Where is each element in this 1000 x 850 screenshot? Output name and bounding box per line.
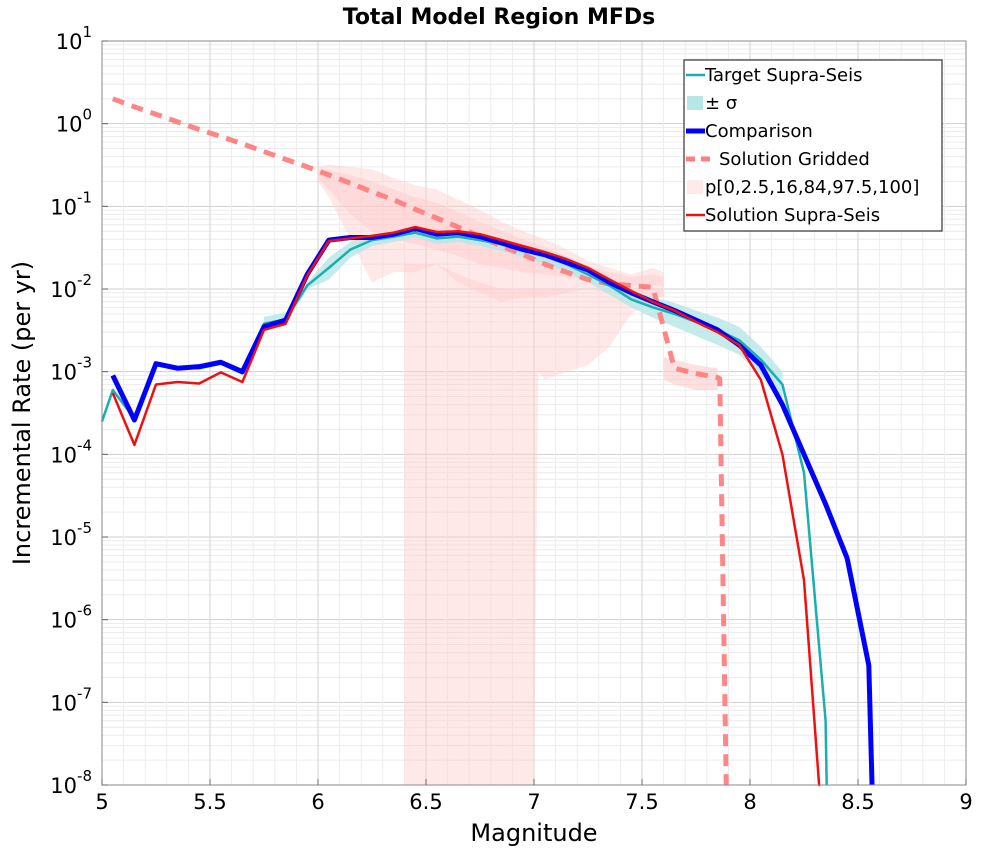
y-tick-label: 10-6 (50, 602, 92, 633)
x-tick-label: 6 (311, 790, 324, 814)
y-tick-label: 10-4 (50, 436, 92, 467)
y-tick-label: 101 (56, 23, 92, 54)
x-tick-label: 7.5 (625, 790, 658, 814)
percentile-band-tail (404, 264, 664, 785)
legend: Target Supra-Seis ± σ Comparison Solution G… (683, 59, 943, 232)
y-tick-label: 10-1 (50, 188, 92, 219)
legend-box (683, 59, 943, 232)
legend-label: Solution Gridded (719, 149, 870, 170)
y-tick-label: 10-2 (50, 271, 92, 302)
legend-swatch (687, 180, 703, 194)
series-lines (100, 96, 875, 787)
x-ticks: 5 5.5 6 6.5 7 7.5 8 8.5 9 (95, 779, 973, 814)
percentile-band-secondary (663, 357, 718, 391)
y-ticks: 10-8 10-7 10-6 10-5 10-4 10-3 10-2 10-1 100 101 (50, 23, 108, 798)
y-tick-label: 100 (56, 106, 92, 137)
legend-label: p[0,2.5,16,84,97.5,100] (705, 177, 919, 198)
x-axis-label: Magnitude (470, 819, 597, 847)
legend-label: Comparison (705, 121, 813, 142)
series-solution-gridded (111, 96, 729, 786)
legend-label: Target Supra-Seis (704, 65, 862, 86)
y-tick-label: 10-5 (50, 519, 92, 550)
legend-label: Solution Supra-Seis (705, 205, 880, 226)
chart-title: Total Model Region MFDs (343, 5, 656, 30)
x-tick-label: 8 (743, 790, 756, 814)
series-solution-supra-seis (111, 225, 821, 787)
x-tick-label: 5.5 (193, 790, 226, 814)
x-tick-label: 5 (95, 790, 108, 814)
y-axis-label: Incremental Rate (per yr) (8, 261, 36, 565)
series-comparison (110, 225, 875, 786)
y-tick-label: 10-7 (50, 684, 92, 715)
x-tick-label: 9 (959, 790, 972, 814)
x-tick-label: 6.5 (409, 790, 442, 814)
y-tick-label: 10-8 (50, 767, 92, 798)
legend-swatch (687, 96, 703, 110)
percentile-band-inner (318, 170, 664, 286)
legend-label: ± σ (705, 93, 737, 114)
x-tick-label: 7 (527, 790, 540, 814)
y-tick-label: 10-3 (50, 354, 92, 385)
x-tick-label: 8.5 (841, 790, 874, 814)
